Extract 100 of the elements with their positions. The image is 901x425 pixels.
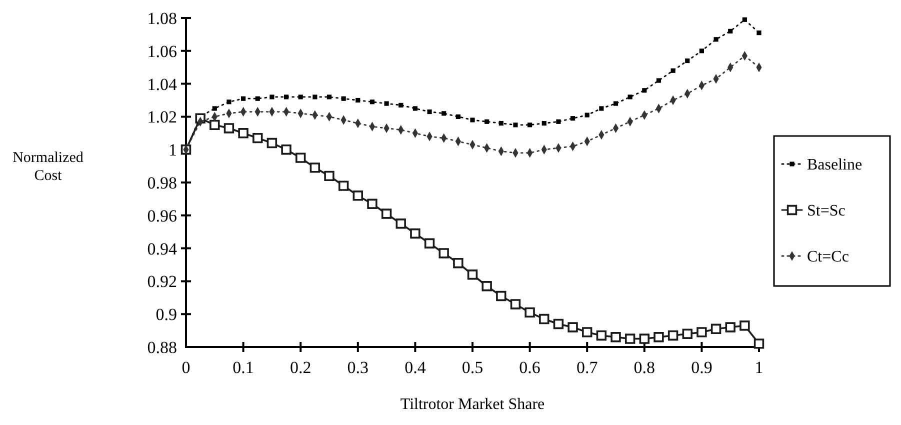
point: [252, 132, 263, 144]
point: [424, 238, 435, 248]
point: [613, 101, 618, 106]
point: [742, 17, 747, 22]
point: [427, 109, 432, 114]
point: [341, 96, 346, 101]
point: [398, 102, 404, 108]
point: [467, 270, 478, 280]
y-tick-label: 1.02: [147, 108, 177, 127]
point: [496, 290, 506, 302]
point: [438, 248, 449, 258]
y-tick-label: 0.98: [147, 173, 177, 192]
x-tick-label: 0.4: [404, 358, 426, 377]
point: [513, 122, 518, 128]
x-tick-label: 1: [754, 358, 764, 377]
point: [596, 330, 607, 341]
point: [210, 120, 220, 130]
point: [582, 327, 592, 338]
point: [226, 100, 232, 104]
point: [570, 116, 576, 121]
y-tick-label: 0.88: [147, 338, 177, 357]
point: [241, 96, 246, 101]
point: [685, 58, 690, 64]
point: [498, 120, 504, 126]
point: [412, 106, 418, 111]
point: [453, 258, 464, 268]
x-tick-label: 0.5: [462, 358, 484, 377]
point: [754, 338, 764, 349]
point: [682, 328, 692, 339]
point: [568, 322, 578, 332]
point: [324, 170, 334, 182]
point: [484, 119, 490, 124]
point: [456, 114, 460, 119]
point: [510, 299, 521, 310]
x-axis-title: Tiltrotor Market Share: [400, 396, 545, 413]
point: [656, 78, 662, 83]
point: [238, 128, 248, 138]
point: [668, 330, 678, 341]
point: [442, 111, 446, 116]
x-tick-label: 0.2: [290, 358, 312, 377]
point: [524, 307, 535, 318]
point: [542, 120, 546, 126]
point: [639, 334, 650, 344]
point: [356, 98, 360, 103]
point: [539, 314, 550, 324]
y-tick-label: 1.08: [147, 8, 177, 28]
point: [756, 30, 762, 36]
legend-label: Baseline: [807, 156, 862, 174]
point: [710, 324, 722, 334]
point: [326, 94, 332, 100]
point: [654, 332, 664, 342]
point: [298, 94, 303, 100]
x-tick-label: 0.7: [576, 358, 598, 377]
point: [224, 123, 234, 134]
point: [338, 180, 349, 191]
point: [255, 96, 260, 101]
point: [352, 190, 363, 201]
point: [728, 28, 733, 34]
x-tick-label: 0.9: [691, 358, 712, 377]
point: [610, 332, 621, 342]
y-tick-label: 0.96: [147, 206, 177, 226]
y-tick-label: 1.06: [147, 42, 177, 61]
point: [284, 94, 289, 100]
point: [367, 198, 378, 209]
y-tick-label: 0.94: [147, 239, 178, 258]
x-tick-label: 0.1: [232, 358, 254, 377]
point: [699, 48, 704, 54]
point: [396, 218, 406, 229]
point: [270, 94, 274, 100]
y-tick-label: 0.9: [156, 305, 177, 324]
point: [624, 334, 636, 344]
point: [281, 144, 292, 155]
y-axis-title: Normalized Cost: [12, 150, 84, 184]
y-tick-label: 0.92: [147, 272, 177, 292]
legend-label: St=Sc: [807, 202, 846, 220]
x-tick-label: 0.3: [347, 358, 369, 377]
point: [584, 112, 590, 118]
x-tick-label: 0: [182, 358, 190, 377]
point: [628, 94, 632, 100]
point: [599, 106, 604, 111]
point: [553, 318, 564, 330]
point: [266, 138, 278, 148]
x-tick-label: 0.8: [634, 358, 656, 377]
point: [714, 37, 718, 42]
x-tick-label: 0.6: [519, 358, 540, 377]
point: [370, 100, 375, 104]
point: [310, 162, 320, 173]
legend-label: Ct=Cc: [807, 248, 849, 266]
point: [696, 327, 707, 338]
point: [212, 106, 217, 111]
point: [410, 228, 420, 239]
point: [740, 320, 750, 331]
point: [528, 122, 532, 128]
point: [670, 68, 676, 73]
y-tick-label: 1: [168, 140, 177, 160]
point: [556, 119, 561, 124]
point: [296, 152, 306, 163]
point: [384, 101, 389, 106]
point: [725, 322, 736, 332]
point: [312, 94, 318, 100]
